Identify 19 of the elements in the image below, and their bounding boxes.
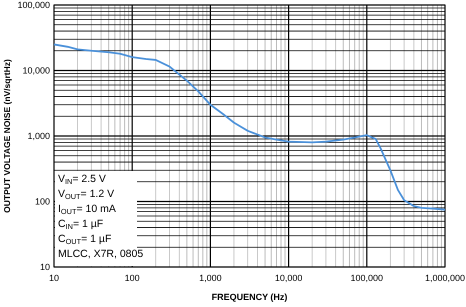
x-axis-title: FREQUENCY (Hz) — [212, 292, 288, 302]
y-tick-label: 10 — [40, 262, 50, 272]
annotation: V$_{OUT}$= 1.2 V — [58, 188, 114, 201]
annotation: V$_{IN}$= 2.5 V — [58, 173, 106, 186]
x-tick-label: 10,000 — [274, 273, 302, 283]
x-tick-label: 100 — [124, 273, 140, 283]
annotation: C$_{OUT}$= 1 µF — [58, 233, 112, 246]
annotation: MLCC, X7R, 0805 — [58, 248, 144, 260]
x-tick-label: 1,000 — [199, 273, 222, 283]
annotation: C$_{IN}$= 1 µF — [58, 218, 104, 231]
y-tick-label: 100,000 — [17, 0, 50, 10]
x-tick-label: 10 — [48, 273, 60, 283]
x-tick-label: 100,000 — [350, 273, 384, 283]
annotation: I$_{OUT}$= 10 mA — [58, 203, 116, 216]
y-axis-title: OUTPUT VOLTAGE NOISE (nV/sqrtHz) — [2, 59, 12, 213]
y-tick-label: 10,000 — [22, 66, 50, 76]
x-tick-label: 1,000,000 — [424, 273, 466, 283]
y-tick-label: 1,000 — [27, 131, 50, 141]
y-tick-label: 100 — [34, 196, 50, 206]
